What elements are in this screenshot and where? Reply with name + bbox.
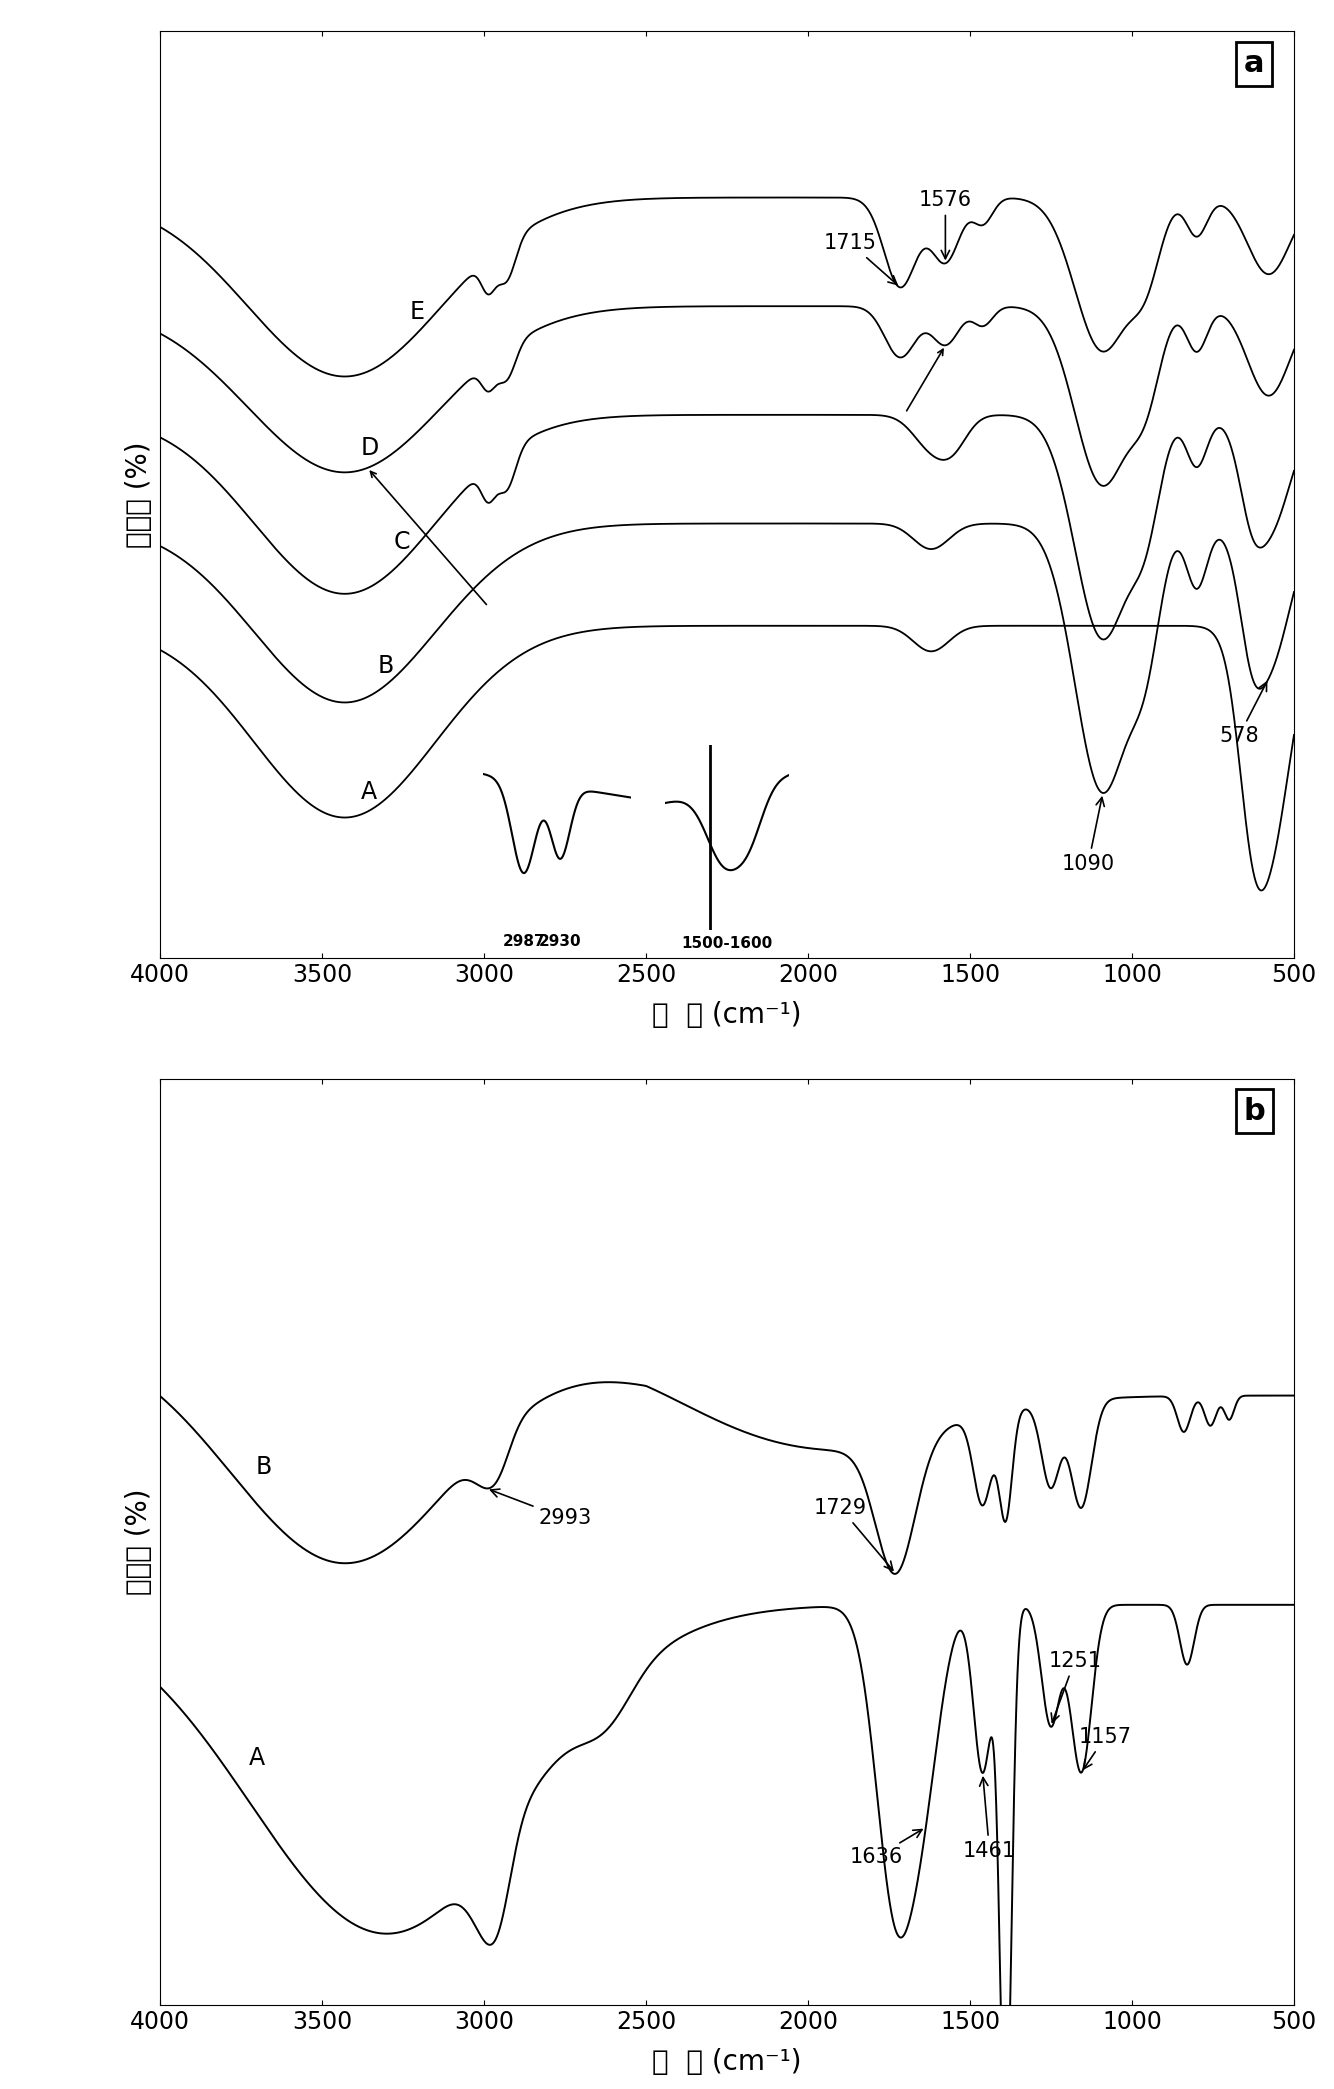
Text: 1636: 1636 (850, 1830, 922, 1868)
Y-axis label: 透射率 (%): 透射率 (%) (125, 441, 153, 547)
X-axis label: 波  数 (cm⁻¹): 波 数 (cm⁻¹) (652, 2047, 802, 2076)
Text: 1461: 1461 (963, 1778, 1017, 1861)
Text: b: b (1243, 1097, 1265, 1126)
Text: A: A (362, 779, 378, 804)
Text: C: C (394, 531, 410, 554)
Text: 1251: 1251 (1049, 1650, 1102, 1721)
Text: 1157: 1157 (1079, 1728, 1133, 1769)
Text: 1729: 1729 (814, 1498, 892, 1571)
Text: a: a (1245, 50, 1265, 77)
Text: A: A (249, 1746, 265, 1769)
Text: 1715: 1715 (823, 234, 896, 284)
Y-axis label: 透射率 (%): 透射率 (%) (125, 1489, 153, 1596)
Text: B: B (378, 654, 394, 677)
Text: 2993: 2993 (491, 1489, 592, 1529)
Text: 1576: 1576 (919, 190, 972, 259)
Text: E: E (410, 301, 424, 324)
X-axis label: 波  数 (cm⁻¹): 波 数 (cm⁻¹) (652, 1001, 802, 1030)
Text: D: D (362, 437, 379, 460)
Text: 1090: 1090 (1062, 798, 1115, 873)
Text: B: B (256, 1456, 272, 1479)
Text: 578: 578 (1219, 683, 1266, 746)
